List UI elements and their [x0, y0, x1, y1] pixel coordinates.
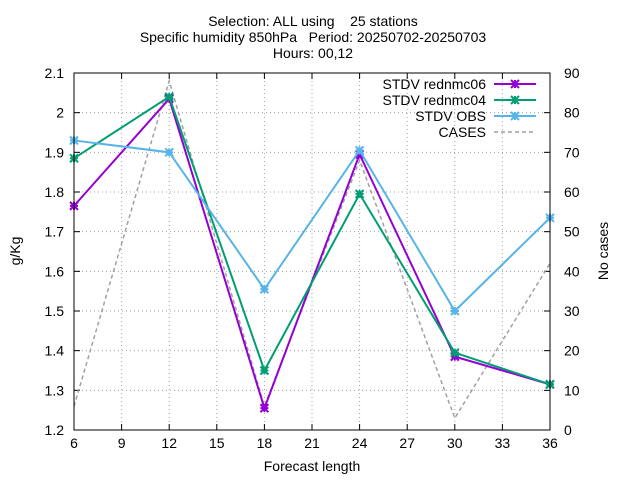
data-point-stdv-rednmc04 — [450, 347, 460, 358]
data-point-stdv-obs — [259, 284, 270, 294]
y-tick-label: 1.5 — [45, 303, 65, 319]
legend-marker-shape — [510, 111, 520, 121]
legend-label: STDV rednmc06 — [383, 76, 487, 92]
y-tick-label: 1.2 — [45, 422, 65, 438]
data-point-stdv-obs-shape — [354, 145, 365, 156]
series-line-stdv-rednmc04 — [73, 95, 551, 386]
x-tick-label: 21 — [304, 435, 320, 451]
grid-lines — [74, 73, 550, 430]
x-tick-label: 24 — [352, 435, 368, 451]
data-point-stdv-rednmc04-shape — [259, 365, 270, 376]
x-tick-label: 33 — [495, 435, 511, 451]
series-line-stdv-obs — [73, 139, 551, 313]
legend-item-stdv-obs: STDV OBS — [415, 108, 536, 124]
series-cases — [73, 78, 551, 420]
chart-title-line-2: Specific humidity 850hPa Period: 2025070… — [140, 29, 487, 45]
data-point-stdv-obs — [354, 145, 365, 156]
y-tick-label: 1.3 — [45, 382, 65, 398]
data-point-stdv-obs-shape — [450, 306, 460, 316]
y2-tick-label: 40 — [564, 263, 580, 279]
y2-axis-label: No cases — [595, 222, 611, 280]
legend-marker — [510, 95, 520, 105]
x-tick-label: 12 — [161, 435, 177, 451]
legend-marker-shape — [510, 79, 520, 89]
data-point-stdv-obs-shape — [164, 147, 174, 158]
legend-marker — [510, 79, 520, 89]
legend-item-stdv-rednmc06: STDV rednmc06 — [383, 76, 536, 92]
plot-series — [69, 78, 555, 420]
data-point-stdv-rednmc04 — [354, 189, 365, 199]
legend-item-cases: CASES — [439, 124, 536, 140]
axis-ticks: 6 9 12 15 18 21 24 27 30 33 36 1.2 1.3 1.4 1.5 1.6 1.7 1.… — [45, 65, 580, 451]
y-tick-label: 1.9 — [45, 144, 65, 160]
legend-marker — [510, 111, 520, 121]
legend-label: STDV rednmc04 — [383, 92, 487, 108]
data-point-stdv-rednmc04-shape — [354, 189, 365, 199]
x-tick-label: 36 — [542, 435, 558, 451]
x-tick-label: 15 — [209, 435, 225, 451]
y2-tick-label: 90 — [564, 65, 580, 81]
y-axis-label: g/Kg — [7, 237, 23, 266]
data-point-stdv-rednmc06 — [259, 403, 270, 413]
data-point-stdv-rednmc04 — [164, 92, 174, 102]
y-tick-label: 2 — [56, 105, 64, 121]
legend-item-stdv-rednmc04: STDV rednmc04 — [383, 92, 536, 108]
y2-tick-label: 0 — [564, 422, 572, 438]
y-tick-label: 1.8 — [45, 184, 65, 200]
y-tick-label: 1.4 — [45, 343, 65, 359]
plot-frame — [73, 72, 551, 431]
y2-tick-label: 60 — [564, 184, 580, 200]
data-point-stdv-rednmc04-shape — [450, 347, 460, 358]
x-tick-label: 18 — [257, 435, 273, 451]
y2-tick-label: 10 — [564, 382, 580, 398]
data-point-stdv-obs — [164, 147, 174, 158]
y-tick-label: 1.6 — [45, 263, 65, 279]
data-point-stdv-rednmc04 — [259, 365, 270, 376]
chart-title-line-1: Selection: ALL using 25 stations — [208, 13, 418, 29]
legend-marker-shape — [510, 95, 520, 105]
data-point-stdv-obs-shape — [259, 284, 270, 294]
x-tick-label: 9 — [118, 435, 126, 451]
legend-label: STDV OBS — [415, 108, 486, 124]
data-point-stdv-rednmc06-shape — [259, 403, 270, 413]
y2-tick-label: 50 — [564, 224, 580, 240]
y2-tick-label: 70 — [564, 144, 580, 160]
x-tick-label: 27 — [399, 435, 415, 451]
x-tick-label: 30 — [447, 435, 463, 451]
data-point-stdv-rednmc04-shape — [164, 92, 174, 102]
data-point-stdv-obs — [450, 306, 460, 316]
y-tick-label: 1.7 — [45, 224, 65, 240]
y2-tick-label: 20 — [564, 343, 580, 359]
series-line-cases — [73, 78, 551, 420]
y2-tick-label: 30 — [564, 303, 580, 319]
y2-tick-label: 80 — [564, 105, 580, 121]
y-tick-label: 2.1 — [45, 65, 65, 81]
x-axis-label: Forecast length — [264, 458, 361, 474]
legend-label: CASES — [439, 124, 486, 140]
chart-title-line-3: Hours: 00,12 — [273, 45, 353, 61]
x-tick-label: 6 — [70, 435, 78, 451]
